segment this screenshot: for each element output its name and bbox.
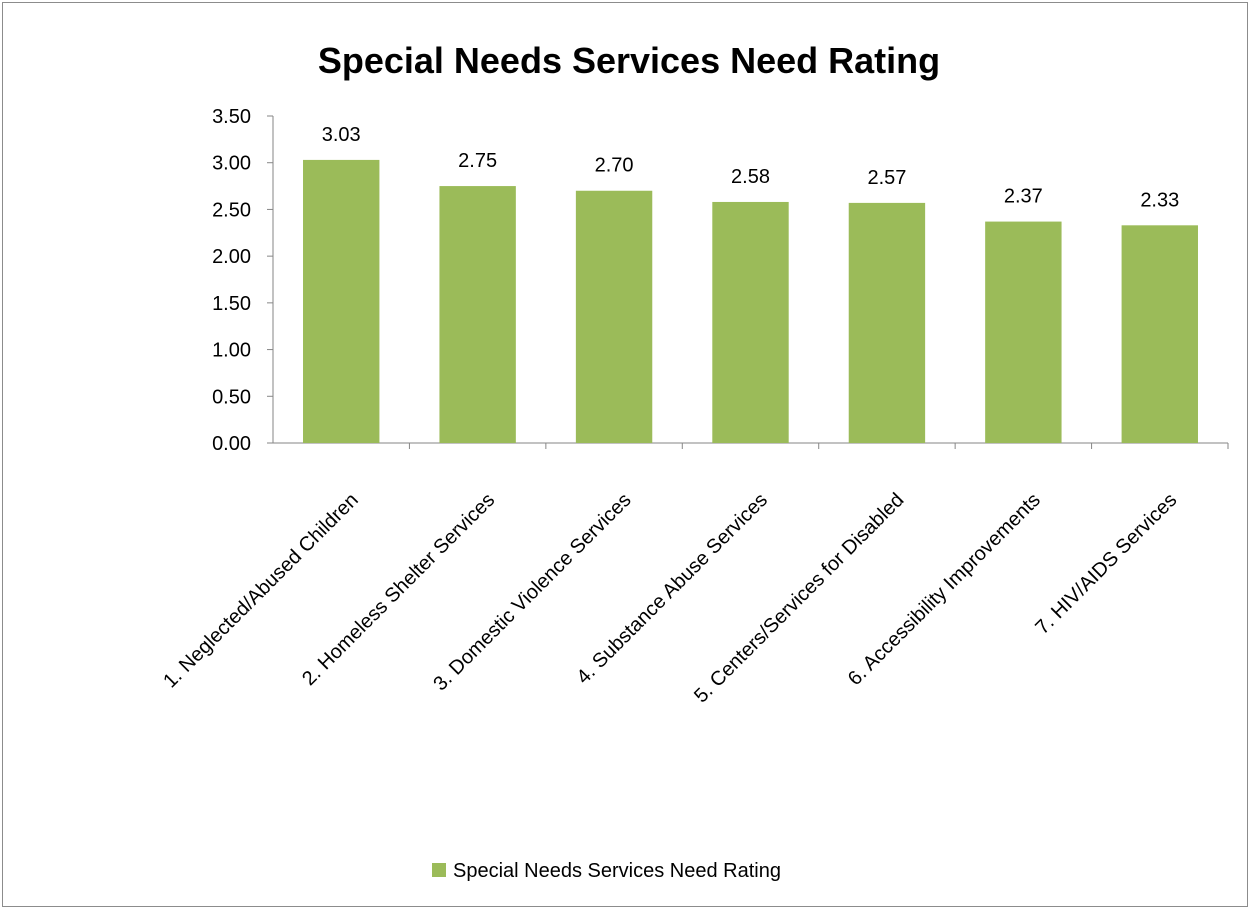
- bar: [575, 190, 653, 443]
- bar: [985, 221, 1062, 443]
- data-label: 2.33: [1140, 189, 1179, 211]
- data-label: 2.75: [458, 150, 497, 172]
- bar: [303, 159, 380, 443]
- bar-chart: Special Needs Services Need Rating 0.00 0…: [159, 40, 1229, 882]
- bar: [712, 201, 789, 443]
- y-tick-label: 2.00: [212, 246, 251, 268]
- bar: [848, 202, 926, 443]
- data-label: 2.57: [867, 167, 906, 189]
- y-tick-label: 1.50: [212, 293, 251, 315]
- bar: [1121, 225, 1198, 443]
- y-tick-label: 0.50: [212, 386, 251, 408]
- chart-title: Special Needs Services Need Rating: [318, 40, 940, 81]
- data-label: 3.03: [322, 124, 361, 146]
- y-tick-label: 1.00: [212, 340, 251, 362]
- legend-swatch: [432, 863, 446, 877]
- y-tick-label: 2.50: [212, 199, 251, 221]
- data-label: 2.37: [1004, 186, 1043, 208]
- y-tick-label: 0.00: [212, 433, 251, 455]
- y-tick-label: 3.50: [212, 106, 251, 128]
- legend-label: Special Needs Services Need Rating: [453, 860, 781, 882]
- plot-area: 0.000.501.001.502.002.503.003.503.031. N…: [159, 106, 1229, 707]
- legend: Special Needs Services Need Rating: [432, 860, 781, 882]
- bar: [439, 186, 516, 444]
- x-category-label: 7. HIV/AIDS Services: [1031, 489, 1181, 639]
- data-label: 2.70: [595, 155, 634, 177]
- data-label: 2.58: [731, 166, 770, 188]
- y-tick-label: 3.00: [212, 153, 251, 175]
